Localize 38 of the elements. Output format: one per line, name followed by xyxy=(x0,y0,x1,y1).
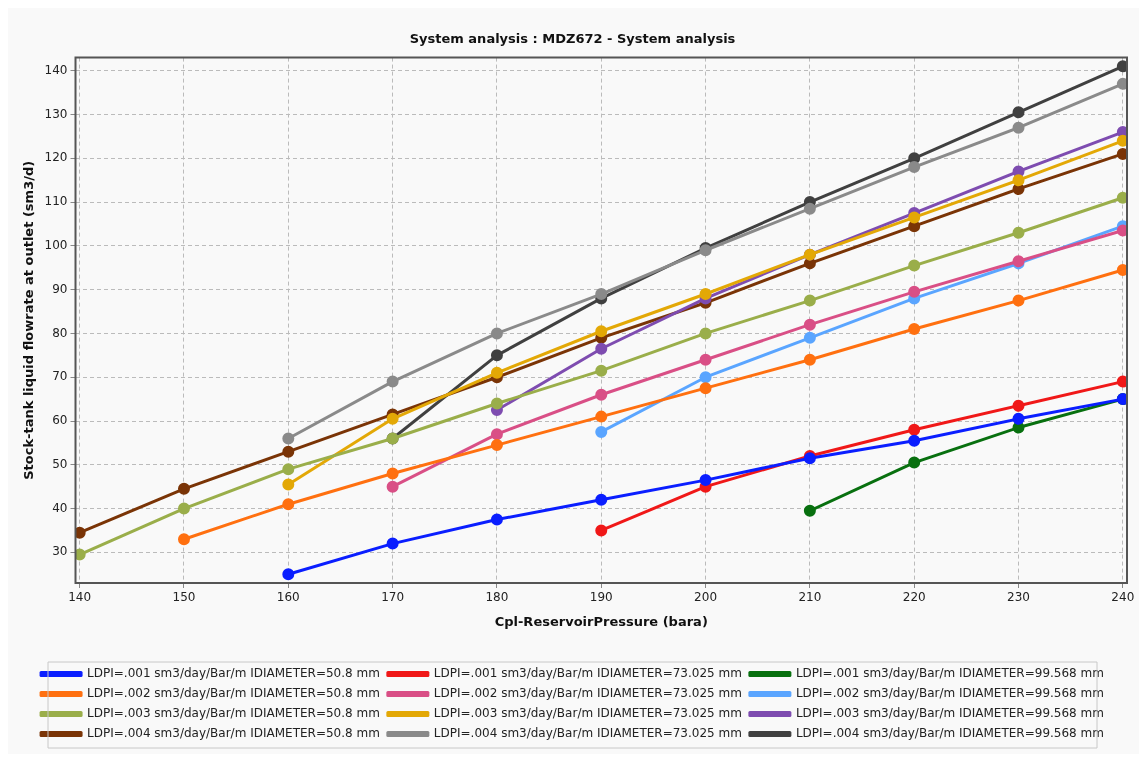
y-axis-title: Stock-tank liquid flowrate at outlet (sm3/d) xyxy=(21,160,37,480)
y-tick-label: 30 xyxy=(52,544,68,559)
chart-title: System analysis : MDZ672 - System analysis xyxy=(409,31,736,47)
x-tick-label: 240 xyxy=(1111,590,1135,605)
y-tick-label: 60 xyxy=(52,413,68,428)
y-tick-label: 140 xyxy=(44,62,68,77)
x-tick-label: 200 xyxy=(694,590,718,605)
legend-label: LDPI=.002 sm3/day/Bar/m IDIAMETER=73.025 mm xyxy=(433,686,742,701)
legend-label: LDPI=.003 sm3/day/Bar/m IDIAMETER=99.568 mm xyxy=(795,706,1104,721)
y-tick-label: 70 xyxy=(52,369,68,384)
legend-label: LDPI=.003 sm3/day/Bar/m IDIAMETER=50.8 mm xyxy=(87,706,380,721)
y-tick-label: 80 xyxy=(52,325,68,340)
y-tick-label: 110 xyxy=(44,194,68,209)
legend-label: LDPI=.001 sm3/day/Bar/m IDIAMETER=99.568 mm xyxy=(795,666,1104,681)
legend-label: LDPI=.003 sm3/day/Bar/m IDIAMETER=73.025 mm xyxy=(433,706,742,721)
legend-label: LDPI=.002 sm3/day/Bar/m IDIAMETER=50.8 mm xyxy=(87,686,380,701)
legend-label: LDPI=.004 sm3/day/Bar/m IDIAMETER=99.568 mm xyxy=(795,726,1104,741)
x-tick-label: 140 xyxy=(68,590,92,605)
legend-label: LDPI=.001 sm3/day/Bar/m IDIAMETER=50.8 mm xyxy=(87,666,380,681)
x-tick-label: 160 xyxy=(276,590,300,605)
x-tick-label: 230 xyxy=(1007,590,1030,605)
legend-label: LDPI=.004 sm3/day/Bar/m IDIAMETER=73.025 mm xyxy=(433,726,742,741)
legend-label: LDPI=.001 sm3/day/Bar/m IDIAMETER=73.025 mm xyxy=(433,666,742,681)
x-axis-title: Cpl-ReservoirPressure (bara) xyxy=(494,613,708,629)
x-tick-label: 150 xyxy=(172,590,196,605)
x-tick-label: 170 xyxy=(381,590,405,605)
y-tick-label: 40 xyxy=(52,500,68,515)
y-tick-label: 50 xyxy=(52,456,68,471)
x-tick-label: 220 xyxy=(902,590,926,605)
y-tick-label: 130 xyxy=(44,106,68,121)
y-tick-label: 100 xyxy=(44,237,68,252)
y-tick-label: 90 xyxy=(52,281,68,296)
legend-label: LDPI=.004 sm3/day/Bar/m IDIAMETER=50.8 mm xyxy=(87,726,380,741)
x-tick-label: 180 xyxy=(485,590,509,605)
x-tick-label: 190 xyxy=(589,590,613,605)
x-tick-label: 210 xyxy=(798,590,822,605)
legend-label: LDPI=.002 sm3/day/Bar/m IDIAMETER=99.568 mm xyxy=(795,686,1104,701)
y-tick-label: 120 xyxy=(44,150,68,165)
